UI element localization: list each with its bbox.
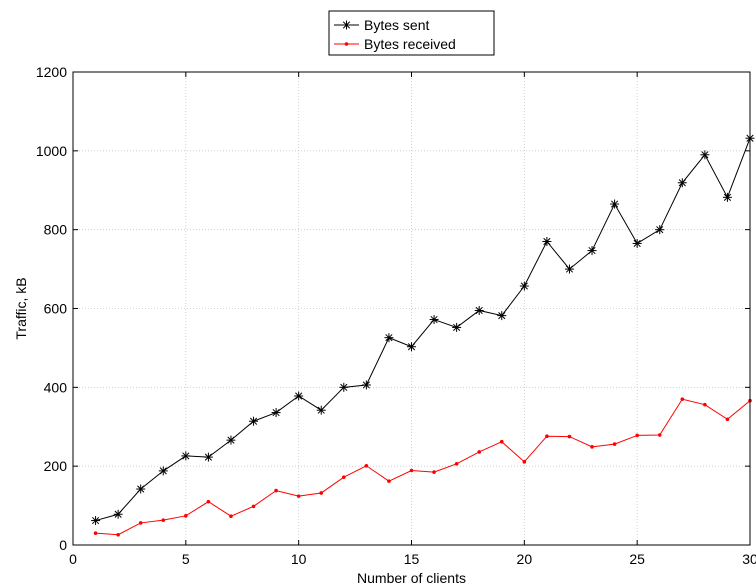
- data-point-bytes-sent: [655, 225, 665, 235]
- y-axis-label: Traffic, kB: [13, 277, 29, 339]
- data-point-bytes-received: [477, 450, 482, 454]
- data-point-bytes-received: [432, 470, 436, 474]
- y-tick-label: 0: [59, 537, 67, 553]
- series-bytes-received: [93, 397, 752, 537]
- x-tick-label: 15: [404, 551, 420, 567]
- data-point-bytes-received: [545, 434, 549, 439]
- data-point-bytes-received: [612, 442, 617, 446]
- legend-label-bytes-received: Bytes received: [364, 36, 456, 52]
- data-point-bytes-received: [342, 475, 346, 480]
- x-tick-label: 0: [69, 551, 77, 567]
- x-tick-label: 30: [742, 551, 756, 567]
- legend: Bytes sent Bytes received: [328, 10, 495, 56]
- data-point-bytes-sent: [113, 509, 123, 519]
- grid-lines: [73, 72, 750, 545]
- axis-ticks: 0 5 10 15 20 25 30 0 200 400 600 800 1000 1200: [36, 64, 756, 567]
- series-bytes-sent: [91, 133, 755, 526]
- data-point-bytes-sent: [497, 311, 507, 321]
- data-point-bytes-received: [116, 532, 120, 537]
- series-layer: [91, 133, 755, 537]
- data-point-bytes-received: [567, 434, 572, 439]
- data-point-bytes-sent: [294, 391, 304, 401]
- data-point-bytes-received: [499, 439, 504, 444]
- data-point-bytes-sent: [542, 236, 552, 246]
- data-point-bytes-sent: [632, 238, 642, 248]
- data-point-bytes-received: [138, 521, 143, 525]
- y-tick-label: 200: [44, 458, 68, 474]
- data-point-bytes-received: [409, 468, 414, 473]
- data-point-bytes-received: [454, 462, 459, 466]
- y-tick-label: 400: [44, 379, 68, 395]
- y-tick-label: 1200: [36, 64, 67, 80]
- data-point-bytes-sent: [722, 192, 732, 202]
- data-point-bytes-sent: [316, 405, 326, 415]
- data-point-bytes-received: [703, 402, 707, 407]
- data-point-bytes-received: [522, 460, 527, 464]
- data-point-bytes-sent: [384, 333, 394, 343]
- data-point-bytes-sent: [361, 380, 371, 390]
- data-point-bytes-received: [680, 397, 685, 401]
- data-point-bytes-sent: [407, 342, 416, 352]
- data-point-bytes-sent: [700, 150, 710, 160]
- data-point-bytes-sent: [519, 281, 529, 291]
- data-point-bytes-sent: [339, 382, 349, 392]
- data-point-bytes-received: [635, 433, 639, 438]
- data-point-bytes-received: [274, 488, 278, 493]
- data-point-bytes-sent: [203, 452, 213, 462]
- x-tick-label: 25: [629, 551, 645, 567]
- legend-box: [328, 10, 495, 56]
- legend-label-bytes-sent: Bytes sent: [364, 17, 429, 33]
- data-point-bytes-sent: [677, 178, 687, 188]
- data-point-bytes-sent: [249, 416, 259, 426]
- data-point-bytes-sent: [158, 466, 168, 476]
- data-point-bytes-received: [319, 491, 324, 495]
- data-point-bytes-received: [93, 531, 98, 535]
- legend-marker-bytes-sent: [342, 20, 351, 30]
- y-tick-label: 1000: [36, 143, 67, 159]
- data-point-bytes-sent: [181, 451, 191, 461]
- data-point-bytes-received: [657, 433, 662, 437]
- data-point-bytes-sent: [452, 322, 462, 332]
- data-point-bytes-received: [251, 504, 256, 509]
- data-point-bytes-sent: [271, 408, 281, 418]
- data-point-bytes-received: [387, 479, 391, 483]
- data-point-bytes-received: [229, 514, 233, 519]
- x-tick-label: 10: [291, 551, 307, 567]
- data-point-bytes-sent: [610, 199, 620, 209]
- data-point-bytes-received: [184, 514, 188, 518]
- series-line-bytes-sent: [95, 138, 751, 522]
- data-point-bytes-sent: [587, 246, 597, 256]
- x-axis-label: Number of clients: [357, 570, 466, 586]
- data-point-bytes-sent: [226, 435, 236, 445]
- data-point-bytes-received: [296, 494, 301, 498]
- data-point-bytes-sent: [91, 516, 101, 526]
- data-point-bytes-received: [590, 445, 594, 449]
- data-point-bytes-sent: [136, 484, 146, 494]
- data-point-bytes-received: [161, 518, 166, 522]
- data-point-bytes-received: [725, 417, 730, 422]
- data-point-bytes-received: [206, 499, 211, 504]
- data-point-bytes-sent: [564, 264, 574, 274]
- x-tick-label: 20: [517, 551, 533, 567]
- data-point-bytes-received: [364, 463, 369, 468]
- data-point-bytes-sent: [429, 315, 439, 325]
- legend-entry-bytes-sent: Bytes sent: [334, 17, 429, 33]
- y-tick-label: 800: [44, 222, 68, 238]
- y-tick-label: 600: [44, 301, 68, 317]
- series-line-bytes-received: [95, 398, 751, 536]
- x-tick-label: 5: [182, 551, 190, 567]
- legend-marker-bytes-received: [344, 42, 349, 46]
- data-point-bytes-sent: [474, 305, 484, 315]
- legend-entry-bytes-received: Bytes received: [334, 36, 456, 52]
